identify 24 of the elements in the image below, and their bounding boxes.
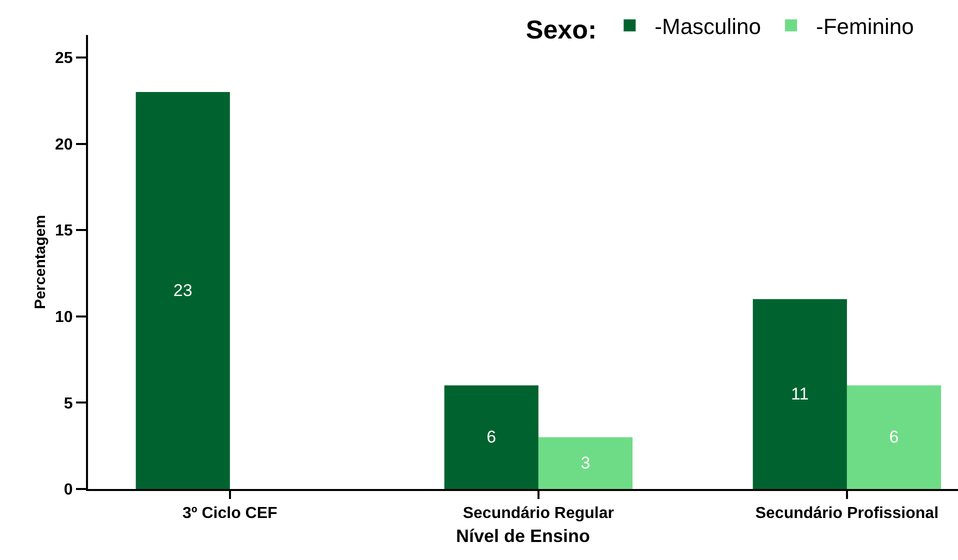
data-label: 23 (173, 280, 192, 300)
x-tick-label: Secundário Profissional (755, 505, 939, 522)
data-label: 6 (486, 428, 496, 447)
x-tick-label: Secundário Regular (462, 505, 614, 522)
bar (538, 437, 633, 489)
bar (752, 299, 847, 489)
y-tick-label: 10 (55, 308, 73, 326)
y-tick-label: 20 (55, 136, 73, 154)
y-tick-label: 0 (64, 482, 73, 499)
y-tick-label: 25 (55, 50, 73, 68)
legend-label: -Feminino (816, 14, 914, 39)
y-axis-title: Percentagem (32, 214, 49, 310)
data-label: 3 (580, 454, 590, 473)
bar (136, 92, 230, 489)
data-label: 11 (791, 384, 809, 404)
bar (444, 385, 538, 489)
bar (846, 385, 942, 489)
y-tick-label: 5 (64, 395, 73, 412)
y-tick-label: 15 (55, 222, 73, 240)
data-label: 6 (889, 428, 899, 447)
legend-label: -Masculino (654, 14, 762, 39)
legend-title: Sexo: (526, 14, 597, 44)
x-tick-label: 3º Ciclo CEF (182, 505, 278, 522)
x-axis-title: Nível de Ensino (456, 526, 590, 546)
